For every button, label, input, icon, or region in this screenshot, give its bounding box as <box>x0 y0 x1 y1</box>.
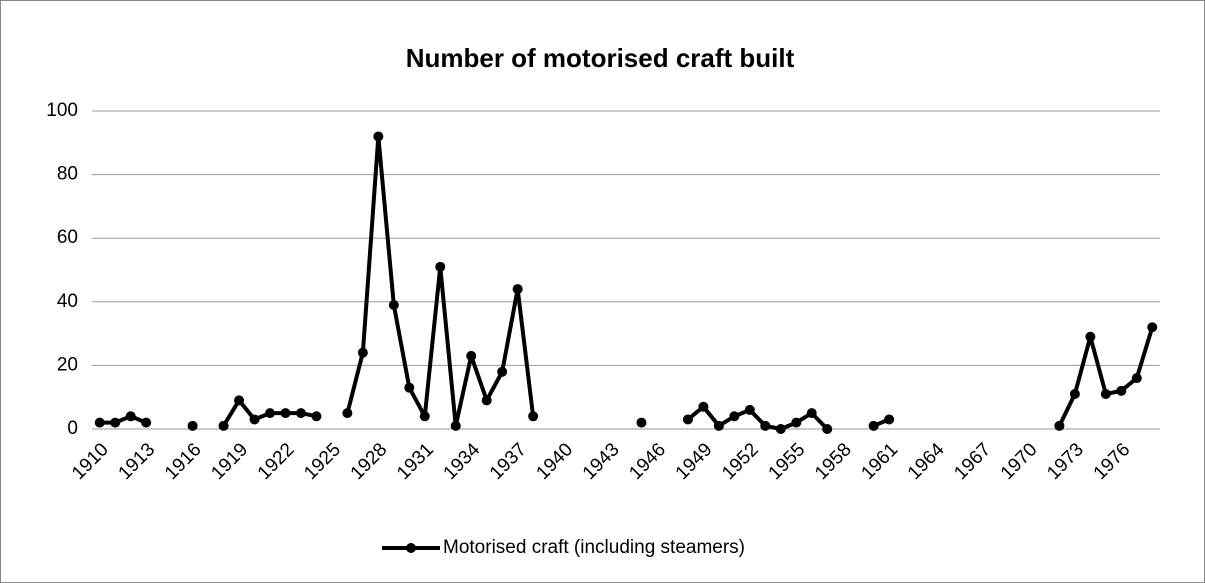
data-point <box>884 414 895 425</box>
data-point <box>760 420 771 431</box>
data-point <box>481 395 492 406</box>
data-point <box>311 411 322 422</box>
y-tick-label: 40 <box>57 291 78 312</box>
y-tick-label: 20 <box>57 354 78 375</box>
data-point <box>110 417 121 428</box>
data-point <box>1147 322 1158 333</box>
data-point <box>450 420 461 431</box>
data-point <box>265 408 275 419</box>
y-tick-label: 0 <box>67 418 78 439</box>
data-point <box>868 420 879 431</box>
data-point <box>497 366 508 377</box>
data-point <box>1054 420 1065 431</box>
data-point <box>94 417 105 428</box>
data-point <box>1085 331 1096 342</box>
data-point <box>141 417 152 428</box>
data-point <box>1131 373 1142 384</box>
data-point <box>512 284 523 295</box>
data-point <box>528 411 539 422</box>
data-point <box>822 424 833 434</box>
data-point <box>806 408 817 419</box>
data-point <box>1116 385 1127 396</box>
data-point <box>1069 389 1080 400</box>
y-tick-label: 60 <box>57 227 78 248</box>
data-point <box>698 401 709 412</box>
data-point <box>791 417 802 428</box>
data-point <box>388 299 399 310</box>
data-point <box>187 420 198 431</box>
data-point <box>419 411 430 422</box>
data-point <box>1100 389 1111 400</box>
data-point <box>466 350 477 361</box>
data-point <box>713 420 724 431</box>
data-point <box>295 408 306 419</box>
data-point <box>218 420 229 431</box>
data-point <box>249 414 260 425</box>
data-point <box>404 382 415 393</box>
data-point <box>125 411 136 422</box>
y-tick-label: 80 <box>57 164 78 185</box>
legend-label: Motorised craft (including steamers) <box>443 537 745 558</box>
data-point <box>373 131 384 142</box>
data-point <box>280 408 291 419</box>
data-point <box>682 414 693 425</box>
data-point <box>357 347 368 358</box>
chart-title: Number of motorised craft built <box>406 43 795 73</box>
data-point <box>636 417 647 428</box>
data-point <box>342 408 353 419</box>
y-tick-label: 100 <box>46 100 78 121</box>
data-point <box>775 424 786 434</box>
data-point <box>729 411 740 422</box>
data-point <box>234 395 245 406</box>
data-point <box>435 261 446 272</box>
data-point <box>744 404 755 415</box>
legend-marker <box>406 543 416 553</box>
